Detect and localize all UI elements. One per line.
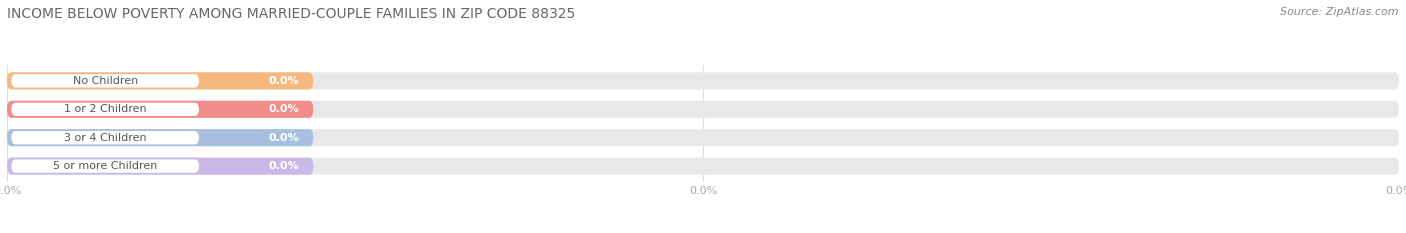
Text: 5 or more Children: 5 or more Children — [53, 161, 157, 171]
Text: 1 or 2 Children: 1 or 2 Children — [63, 104, 146, 114]
Text: 3 or 4 Children: 3 or 4 Children — [63, 133, 146, 143]
Text: 0.0%: 0.0% — [269, 133, 299, 143]
Text: 0.0%: 0.0% — [269, 161, 299, 171]
Text: 0.0%: 0.0% — [269, 76, 299, 86]
FancyBboxPatch shape — [7, 158, 1399, 175]
FancyBboxPatch shape — [7, 158, 314, 175]
FancyBboxPatch shape — [7, 72, 314, 89]
FancyBboxPatch shape — [11, 159, 200, 173]
FancyBboxPatch shape — [7, 101, 1399, 118]
Text: Source: ZipAtlas.com: Source: ZipAtlas.com — [1281, 7, 1399, 17]
FancyBboxPatch shape — [11, 74, 200, 88]
FancyBboxPatch shape — [7, 72, 1399, 89]
Text: INCOME BELOW POVERTY AMONG MARRIED-COUPLE FAMILIES IN ZIP CODE 88325: INCOME BELOW POVERTY AMONG MARRIED-COUPL… — [7, 7, 575, 21]
FancyBboxPatch shape — [7, 129, 314, 146]
FancyBboxPatch shape — [7, 101, 314, 118]
Text: 0.0%: 0.0% — [269, 104, 299, 114]
FancyBboxPatch shape — [7, 129, 1399, 146]
Text: No Children: No Children — [73, 76, 138, 86]
FancyBboxPatch shape — [11, 131, 200, 144]
FancyBboxPatch shape — [11, 103, 200, 116]
